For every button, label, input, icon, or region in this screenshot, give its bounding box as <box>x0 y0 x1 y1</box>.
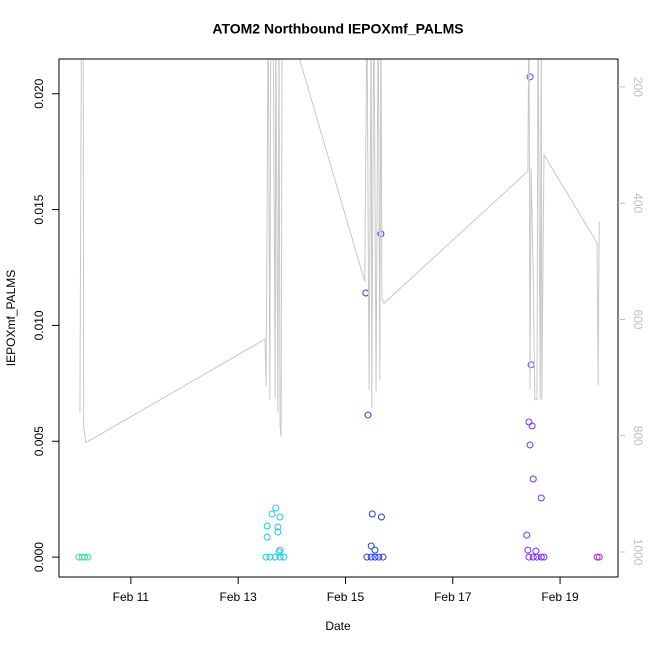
data-point <box>263 522 271 530</box>
data-point <box>266 553 274 561</box>
data-point <box>81 553 89 561</box>
data-point <box>540 553 548 561</box>
data-point <box>268 510 276 518</box>
y2-tick-label: 600 <box>631 309 645 329</box>
x-tick-label: Feb 15 <box>327 590 365 604</box>
y-tick-label: 0.015 <box>32 194 46 224</box>
x-tick-label: Feb 17 <box>434 590 472 604</box>
y-tick-label: 0.010 <box>32 310 46 340</box>
data-point <box>367 542 375 550</box>
x-axis-label: Date <box>325 619 351 633</box>
data-point <box>271 553 279 561</box>
data-point <box>595 553 603 561</box>
data-point <box>379 553 387 561</box>
data-point <box>533 553 541 561</box>
data-point <box>368 510 376 518</box>
data-point <box>262 553 270 561</box>
data-point <box>525 553 533 561</box>
y-axis-label: IEPOXmf_PALMS <box>4 270 18 366</box>
y2-tick-label: 400 <box>631 193 645 213</box>
pressure-line <box>79 59 600 443</box>
y-tick-label: 0.020 <box>32 78 46 108</box>
x-tick-label: Feb 19 <box>541 590 579 604</box>
data-point <box>263 533 271 541</box>
x-tick-label: Feb 13 <box>220 590 258 604</box>
data-point <box>276 513 284 521</box>
plot-area <box>75 59 603 561</box>
data-point <box>526 441 534 449</box>
data-point <box>377 513 385 521</box>
data-point <box>523 531 531 539</box>
data-point <box>371 553 379 561</box>
data-point <box>537 494 545 502</box>
data-point <box>529 475 537 483</box>
data-point <box>280 553 288 561</box>
data-point <box>526 73 534 81</box>
y-tick-label: 0.005 <box>32 426 46 456</box>
x-tick-label: Feb 11 <box>113 590 150 604</box>
data-point <box>272 504 280 512</box>
data-point <box>375 553 383 561</box>
data-point <box>363 553 371 561</box>
data-point <box>274 523 282 531</box>
y-tick-label: 0.000 <box>32 542 46 572</box>
y2-tick-label: 800 <box>631 426 645 446</box>
data-point <box>364 411 372 419</box>
data-point <box>276 553 284 561</box>
data-point <box>537 553 545 561</box>
y2-tick-label: 200 <box>631 77 645 97</box>
chart-title: ATOM2 Northbound IEPOXmf_PALMS <box>212 21 463 37</box>
data-point <box>593 553 601 561</box>
data-point <box>84 553 92 561</box>
plot-frame <box>58 58 619 578</box>
data-point <box>529 553 537 561</box>
y2-tick-label: 1000 <box>631 539 645 566</box>
data-point <box>276 546 284 554</box>
data-point <box>367 553 375 561</box>
data-point <box>371 546 379 554</box>
data-point <box>274 528 282 536</box>
data-point <box>377 230 385 238</box>
data-point <box>528 422 536 430</box>
data-point <box>524 546 532 554</box>
